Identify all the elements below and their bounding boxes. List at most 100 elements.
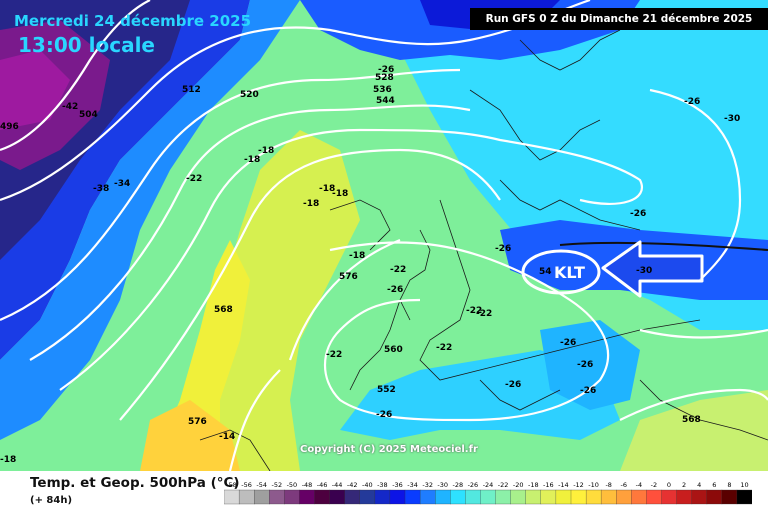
legend-tick-label: 6 <box>712 481 716 489</box>
legend-tick-label: -48 <box>302 481 313 489</box>
legend-tick-label: 10 <box>740 481 748 489</box>
legend-swatch <box>510 489 527 505</box>
legend-swatch <box>314 489 331 505</box>
legend-swatch <box>616 489 632 505</box>
legend-tick-label: -22 <box>498 481 509 489</box>
legend-swatch <box>329 489 346 505</box>
legend-swatch <box>465 489 481 505</box>
legend-tick-label: -2 <box>651 481 657 489</box>
geopot-label: 520 <box>240 90 259 100</box>
temp-label: -18 <box>303 199 319 209</box>
legend-tick-label: 8 <box>727 481 731 489</box>
geopot-label: 552 <box>377 385 396 395</box>
temp-label: -26 <box>684 97 700 107</box>
copyright-text: Copyright (C) 2025 Meteociel.fr <box>300 444 478 455</box>
legend-swatch <box>344 489 361 505</box>
legend-swatch <box>706 489 723 505</box>
legend-swatch <box>676 489 693 505</box>
temp-label: -18 <box>258 146 274 156</box>
legend-tick-label: -12 <box>573 481 584 489</box>
temp-label: -26 <box>495 244 511 254</box>
legend-swatch <box>570 489 587 505</box>
forecast-time: 13:00 locale <box>18 33 155 57</box>
geopot-label: 496 <box>0 122 19 132</box>
klt-circle <box>521 249 601 295</box>
temp-label: -26 <box>378 65 394 75</box>
legend-tick-label: -8 <box>605 481 611 489</box>
legend-swatch <box>691 489 708 505</box>
temp-label: -26 <box>577 360 593 370</box>
coastlines <box>199 29 768 471</box>
legend-tick-label: -56 <box>241 481 252 489</box>
temp-label: -18 <box>0 455 16 465</box>
legend-swatch <box>600 489 617 505</box>
temp-label: -26 <box>580 386 596 396</box>
temp-label: -42 <box>62 102 78 112</box>
legend-tick-label: -44 <box>332 481 343 489</box>
forecast-date: Mercredi 24 décembre 2025 <box>14 12 252 30</box>
map-canvas: -42 -38 -34 -22 -18 -18 -18 -18 -18 -18 … <box>0 0 768 471</box>
legend-swatch <box>495 489 512 505</box>
legend-swatch <box>661 489 678 505</box>
temp-label: -30 <box>636 266 652 276</box>
legend-swatch <box>374 489 391 505</box>
legend-tick-label: 4 <box>697 481 701 489</box>
lead-time: (+ 84h) <box>30 495 73 506</box>
temp-label: -18 <box>319 184 335 194</box>
legend-swatch <box>224 489 240 505</box>
geopot-label: 504 <box>79 110 98 120</box>
geopot-label: 528 <box>375 73 394 83</box>
legend-tick-label: -26 <box>468 481 479 489</box>
legend-tick-label: -42 <box>347 481 358 489</box>
legend-swatch <box>525 489 542 505</box>
geopot-label: 576 <box>188 417 207 427</box>
temp-label: -22 <box>186 174 202 184</box>
legend-swatch <box>299 489 315 505</box>
geopotential-contours <box>0 0 768 471</box>
geopot-label: 544 <box>376 96 395 106</box>
legend-tick-label: -18 <box>528 481 539 489</box>
legend-swatch <box>721 489 738 505</box>
temp-label: -18 <box>332 189 348 199</box>
legend-tick-label: -14 <box>558 481 569 489</box>
geopot-label: 568 <box>682 415 701 425</box>
legend-swatch <box>585 489 602 505</box>
temp-label: -26 <box>387 285 403 295</box>
legend-tick-label: -30 <box>437 481 448 489</box>
warm-corner-se <box>620 390 768 471</box>
temp-label: -22 <box>390 265 406 275</box>
temp-label: -22 <box>436 343 452 353</box>
legend-tick-label: -16 <box>543 481 554 489</box>
legend-tick-label: -6 <box>621 481 627 489</box>
geopot-label: 576 <box>339 272 358 282</box>
legend-swatch <box>389 489 406 505</box>
blue-strip-west <box>0 0 300 440</box>
temp-label: -38 <box>93 184 109 194</box>
temp-label: -26 <box>376 410 392 420</box>
geopot-label: 560 <box>384 345 403 355</box>
temp-label: -26 <box>630 209 646 219</box>
legend-tick-label: -34 <box>407 481 418 489</box>
product-title: Temp. et Geop. 500hPa (°C) <box>30 475 240 491</box>
temp-label: -14 <box>219 432 235 442</box>
legend-tick-label: -58 <box>226 481 237 489</box>
jet-line <box>559 241 768 251</box>
legend-tick-label: -40 <box>362 481 373 489</box>
legend-swatch <box>736 489 752 505</box>
legend-tick-label: -46 <box>317 481 328 489</box>
legend-swatch <box>419 489 436 505</box>
temp-label: -26 <box>560 338 576 348</box>
legend-tick-label: -4 <box>636 481 642 489</box>
model-run-info: Run GFS 0 Z du Dimanche 21 décembre 2025 <box>470 8 768 30</box>
legend-tick-label: -38 <box>377 481 388 489</box>
temp-label: -34 <box>114 179 130 189</box>
legend-swatch <box>238 489 255 505</box>
legend-tick-label: -20 <box>513 481 524 489</box>
temp-label: -18 <box>244 155 260 165</box>
temp-label: -18 <box>349 251 365 261</box>
color-legend: -58 -56 -54 -52 -50 -48 -46 -44 -42 -40 -38 -36 -34-… <box>224 481 752 505</box>
geopot-label: 568 <box>214 305 233 315</box>
legend-swatch <box>450 489 466 505</box>
temp-label: -22 <box>326 350 342 360</box>
